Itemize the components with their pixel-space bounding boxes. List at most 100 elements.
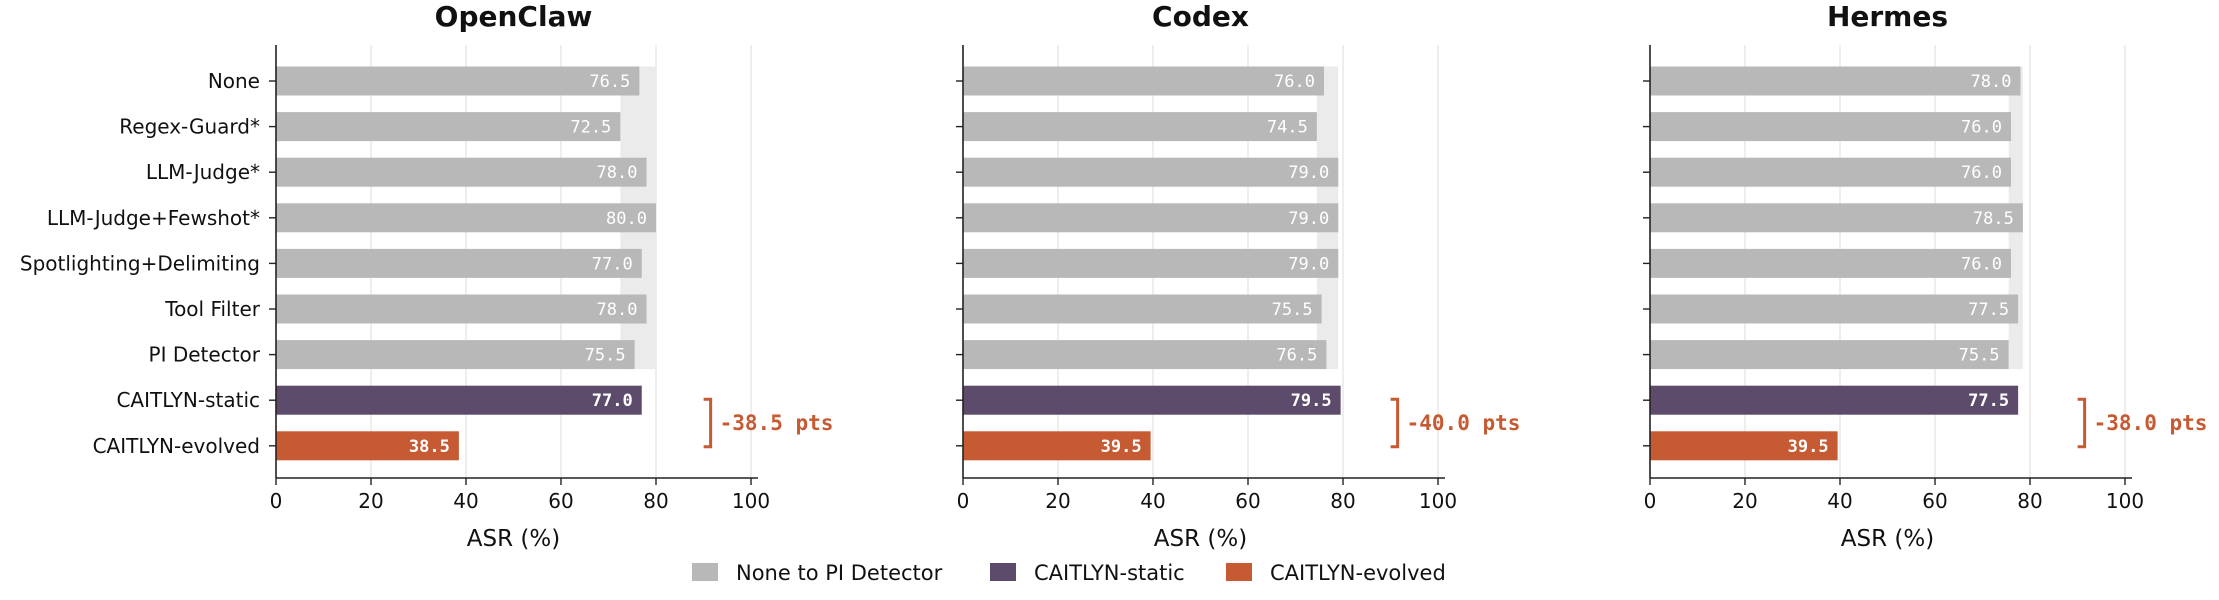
bar-baseline [276, 294, 647, 324]
bar-baseline [1650, 340, 2009, 370]
bar-baseline [1650, 66, 2021, 96]
delta-label: -40.0 pts [1407, 411, 1521, 435]
x-tick-label: 100 [2106, 489, 2144, 513]
category-label: Spotlighting+Delimiting [20, 251, 260, 275]
x-tick-label: 80 [2017, 489, 2042, 513]
bar-value-label: 76.0 [1961, 254, 2002, 274]
category-label: CAITLYN-static [116, 388, 260, 412]
category-label: LLM-Judge+Fewshot* [47, 206, 260, 230]
bar-value-label: 79.5 [1291, 391, 1332, 411]
bar-baseline [963, 248, 1339, 278]
delta-bracket [703, 397, 713, 449]
legend-swatch [1226, 563, 1252, 581]
x-tick-label: 60 [548, 489, 573, 513]
x-tick-label: 40 [1140, 489, 1165, 513]
bar-value-label: 77.5 [1968, 300, 2009, 320]
bar-value-label: 80.0 [606, 209, 647, 229]
delta-label: -38.0 pts [2094, 411, 2208, 435]
bar-value-label: 78.0 [597, 163, 638, 183]
bar-caitlyn-static [963, 385, 1341, 415]
legend-label: None to PI Detector [736, 561, 943, 585]
panel-hermes: 78.0 76.0 76.0 78.5 76.0 77.5 75.5 77.5 39.5 0 20 4… [1643, 0, 2207, 552]
legend-swatch [692, 563, 718, 581]
x-tick-label: 0 [957, 489, 970, 513]
x-axis-label: ASR (%) [1841, 526, 1934, 552]
x-tick-label: 40 [1827, 489, 1852, 513]
bar-baseline [276, 157, 647, 187]
bar-baseline [963, 294, 1322, 324]
x-tick-label: 60 [1235, 489, 1260, 513]
bar-baseline [276, 340, 635, 370]
bar-value-label: 78.0 [1971, 72, 2012, 92]
x-axis-label: ASR (%) [467, 526, 560, 552]
delta-bracket [1390, 397, 1400, 449]
bar-value-label: 76.0 [1961, 163, 2002, 183]
legend: None to PI Detector CAITLYN-static CAITLYN… [692, 561, 1446, 585]
category-label: Tool Filter [164, 297, 261, 321]
bar-value-label: 79.0 [1288, 254, 1329, 274]
bar-caitlyn-evolved [1650, 431, 1838, 461]
bar-value-label: 76.5 [1276, 346, 1317, 366]
bar-baseline [276, 203, 656, 233]
bar-value-label: 77.0 [592, 391, 633, 411]
bar-baseline [1650, 294, 2019, 324]
category-label: CAITLYN-evolved [93, 434, 260, 458]
x-tick-label: 20 [1732, 489, 1757, 513]
bar-baseline [963, 157, 1339, 187]
x-tick-label: 60 [1922, 489, 1947, 513]
bar-baseline [276, 112, 621, 142]
bar-value-label: 75.5 [1272, 300, 1313, 320]
bar-caitlyn-static [1650, 385, 2019, 415]
bar-baseline [1650, 112, 2011, 142]
bar-value-label: 77.0 [592, 254, 633, 274]
x-tick-label: 80 [1330, 489, 1355, 513]
bar-baseline [963, 66, 1324, 96]
bar-value-label: 76.0 [1274, 72, 1315, 92]
bar-value-label: 77.5 [1968, 391, 2009, 411]
panel-title: Hermes [1827, 0, 1948, 33]
bar-baseline [1650, 203, 2023, 233]
x-tick-label: 20 [358, 489, 383, 513]
x-tick-label: 100 [1419, 489, 1457, 513]
legend-swatch [990, 563, 1016, 581]
panel-openclaw: 76.5 72.5 78.0 80.0 77.0 78.0 75.5 77.0 38.5 None… [20, 0, 834, 552]
bar-baseline [276, 66, 640, 96]
bar-baseline [963, 340, 1327, 370]
bar-value-label: 76.5 [589, 72, 630, 92]
x-tick-label: 20 [1045, 489, 1070, 513]
bar-value-label: 79.0 [1288, 163, 1329, 183]
bar-value-label: 78.5 [1973, 209, 2014, 229]
panel-title: OpenClaw [435, 0, 593, 33]
x-tick-label: 40 [453, 489, 478, 513]
bar-caitlyn-evolved [963, 431, 1151, 461]
legend-label: CAITLYN-static [1034, 561, 1185, 585]
category-label: PI Detector [149, 343, 261, 367]
bar-caitlyn-static [276, 385, 642, 415]
bar-baseline [276, 248, 642, 278]
bar-value-label: 76.0 [1961, 118, 2002, 138]
bar-value-label: 39.5 [1101, 437, 1142, 457]
bar-value-label: 38.5 [409, 437, 450, 457]
x-tick-label: 0 [1644, 489, 1657, 513]
x-tick-label: 80 [643, 489, 668, 513]
delta-bracket [2077, 397, 2087, 449]
bar-value-label: 75.5 [585, 346, 626, 366]
bar-baseline [1650, 157, 2011, 187]
x-tick-label: 0 [270, 489, 283, 513]
bar-baseline [1650, 248, 2011, 278]
x-axis-label: ASR (%) [1154, 526, 1247, 552]
bar-value-label: 78.0 [597, 300, 638, 320]
bar-value-label: 79.0 [1288, 209, 1329, 229]
bar-baseline [963, 203, 1339, 233]
category-label: LLM-Judge* [146, 160, 260, 184]
x-tick-label: 100 [732, 489, 770, 513]
category-label: None [208, 69, 260, 93]
panel-title: Codex [1152, 0, 1249, 33]
bar-value-label: 75.5 [1959, 346, 2000, 366]
delta-label: -38.5 pts [720, 411, 834, 435]
panel-codex: 76.0 74.5 79.0 79.0 79.0 75.5 76.5 79.5 39.5 0 20 4… [956, 0, 1520, 552]
category-label: Regex-Guard* [119, 115, 260, 139]
bar-value-label: 72.5 [570, 118, 611, 138]
bar-value-label: 74.5 [1267, 118, 1308, 138]
